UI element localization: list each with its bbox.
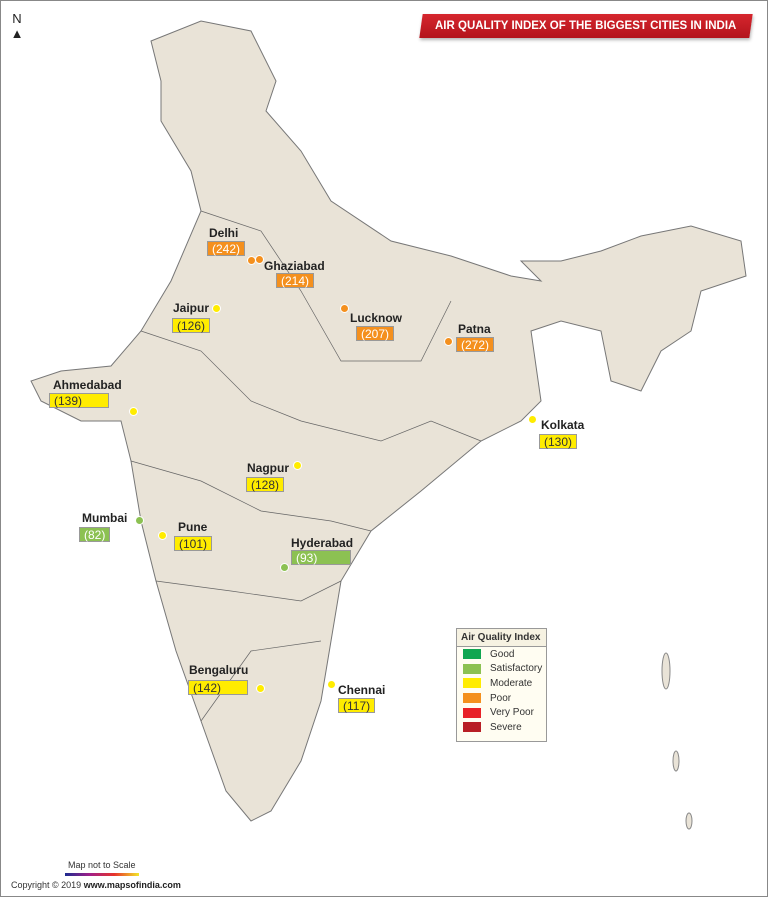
city-label: Bengaluru xyxy=(189,663,249,677)
legend-item: Moderate xyxy=(457,676,546,691)
legend-item: Good xyxy=(457,647,546,662)
city-label: Nagpur xyxy=(247,461,289,475)
city-dot-chennai xyxy=(327,680,336,689)
legend-label: Very Poor xyxy=(490,707,534,719)
city-label: Jaipur xyxy=(173,301,210,315)
website-link[interactable]: www.mapsofindia.com xyxy=(83,880,181,890)
legend: Air Quality Index Good Satisfactory Modera… xyxy=(456,628,547,742)
aqi-value: (272) xyxy=(456,337,495,352)
city-dot-nagpur xyxy=(293,461,302,470)
city-label: Pune xyxy=(178,520,208,534)
legend-item: Satisfactory xyxy=(457,662,546,677)
legend-item: Poor xyxy=(457,691,546,706)
legend-title: Air Quality Index xyxy=(457,629,546,647)
city-dot-lucknow xyxy=(340,304,349,313)
aqi-value: (101) xyxy=(174,536,213,551)
city-label: Lucknow xyxy=(350,311,403,325)
india-landmass xyxy=(30,20,747,822)
legend-swatch xyxy=(463,707,481,718)
city-label: Ghaziabad xyxy=(264,259,325,273)
legend-label: Moderate xyxy=(490,677,533,689)
aqi-value: (214) xyxy=(276,273,315,288)
aqi-value: (93) xyxy=(291,550,351,565)
scale-note: Map not to Scale xyxy=(68,860,136,870)
copyright: Copyright © 2019 www.mapsofindia.com xyxy=(11,880,181,890)
legend-item: Severe xyxy=(457,720,546,735)
city-label: Kolkata xyxy=(541,418,585,432)
city-dot-kolkata xyxy=(528,415,537,424)
city-dot-patna xyxy=(444,337,453,346)
city-label: Mumbai xyxy=(82,511,128,525)
city-label: Patna xyxy=(458,322,491,336)
legend-label: Good xyxy=(490,648,515,660)
north-arrow-icon: ▲ xyxy=(10,26,24,41)
city-dot-ahmedabad xyxy=(129,407,138,416)
aqi-value: (242) xyxy=(207,241,246,256)
legend-swatch xyxy=(463,663,481,674)
legend-swatch xyxy=(463,649,481,660)
legend-swatch xyxy=(463,722,481,733)
city-dot-pune xyxy=(158,531,167,540)
legend-label: Severe xyxy=(490,721,522,733)
legend-label: Satisfactory xyxy=(490,663,543,675)
scale-bar xyxy=(65,873,139,876)
state-borders xyxy=(130,210,482,722)
aqi-value: (128) xyxy=(246,477,285,492)
city-label: Delhi xyxy=(209,226,239,240)
aqi-value: (139) xyxy=(49,393,109,408)
map-title: AIR QUALITY INDEX OF THE BIGGEST CITIES … xyxy=(419,14,753,38)
legend-swatch xyxy=(463,678,481,689)
aqi-value: (126) xyxy=(172,318,211,333)
city-dot-ghaziabad xyxy=(255,255,264,264)
city-label: Ahmedabad xyxy=(53,378,122,392)
city-dot-hyderabad xyxy=(280,563,289,572)
city-dot-jaipur xyxy=(212,304,221,313)
aqi-value: (82) xyxy=(79,527,111,542)
north-arrow: N ▲ xyxy=(10,11,24,41)
city-dot-mumbai xyxy=(135,516,144,525)
legend-item: Very Poor xyxy=(457,705,546,720)
legend-swatch xyxy=(463,693,481,704)
city-label: Chennai xyxy=(338,683,386,697)
legend-label: Poor xyxy=(490,692,512,704)
aqi-value: (207) xyxy=(356,326,395,341)
aqi-value: (130) xyxy=(539,434,578,449)
andaman-islands xyxy=(661,652,693,830)
city-label: Hyderabad xyxy=(291,536,354,550)
city-dot-bengaluru xyxy=(256,684,265,693)
aqi-value: (142) xyxy=(188,680,248,695)
aqi-value: (117) xyxy=(338,698,376,713)
